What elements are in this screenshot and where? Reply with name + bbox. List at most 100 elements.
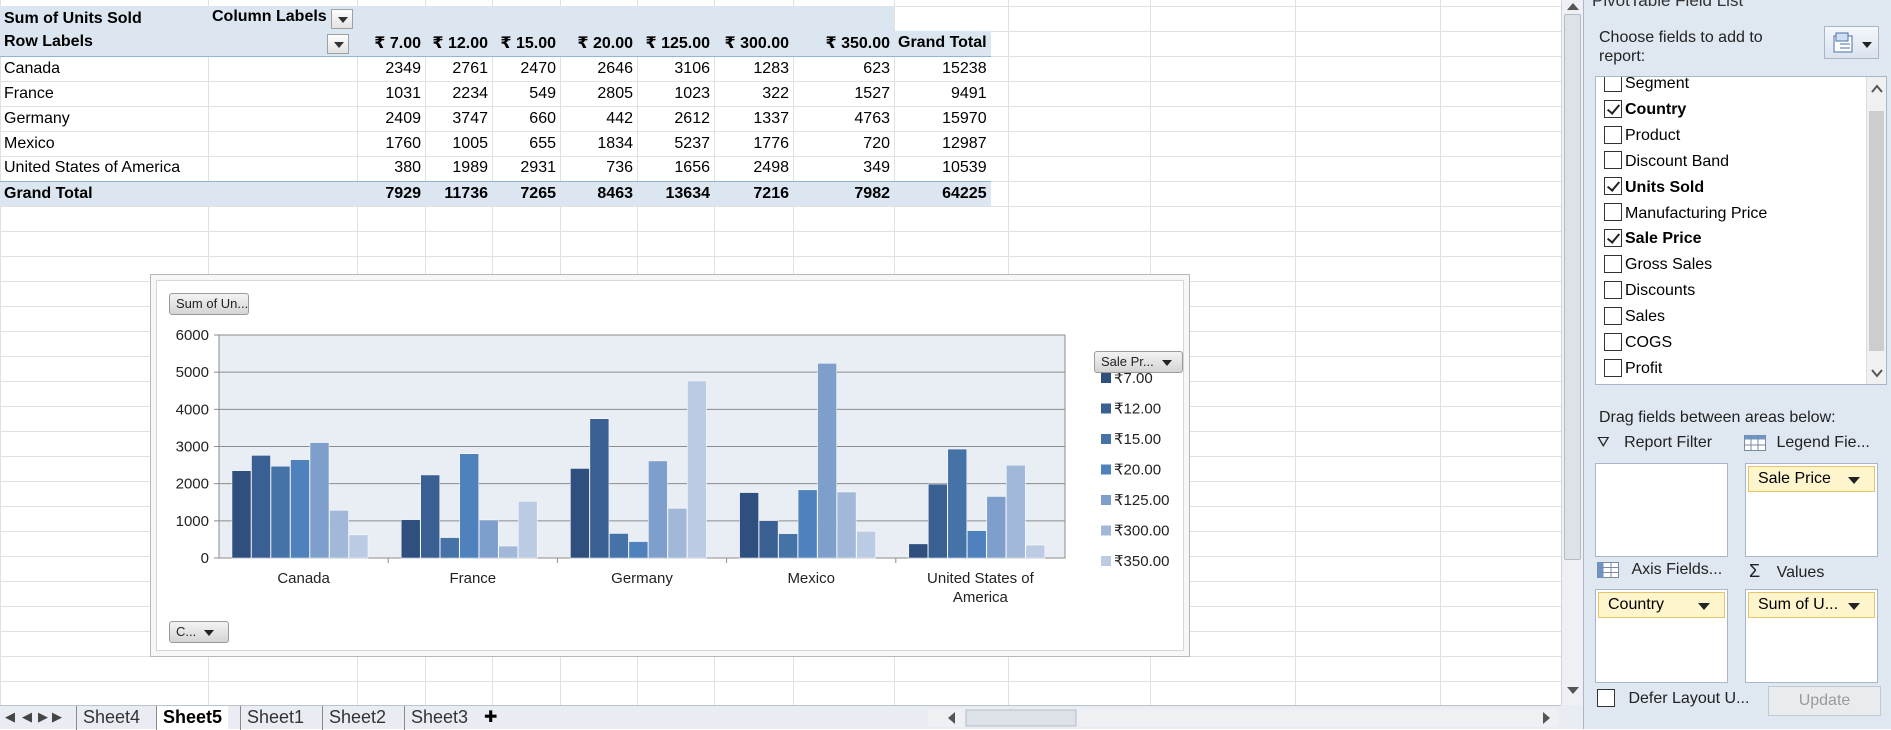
pivot-cell[interactable]: 322 [762,84,789,102]
grand-total-cell[interactable]: 13634 [637,180,714,206]
pivot-row-label[interactable]: United States of America [4,159,181,177]
pivot-cell[interactable]: 549 [529,84,556,102]
chart-legend-field-button[interactable]: Sale Pr... [1094,351,1183,373]
chevron-down-icon[interactable] [1848,603,1860,610]
field-checklist[interactable]: Segment Country Product Discount Band Units … [1595,76,1887,385]
pivot-cell[interactable]: 1989 [452,159,488,177]
pivot-cell[interactable]: 1776 [753,134,789,152]
field-list-scrollbar[interactable] [1866,77,1886,384]
pivot-row-label[interactable]: Mexico [4,134,55,152]
field-checkbox[interactable] [1604,358,1622,377]
field-checkbox[interactable] [1604,255,1622,274]
sheet-horizontal-scrollbar[interactable] [928,709,1558,727]
pivot-cell[interactable]: 1527 [854,84,890,102]
sheet-tab[interactable]: Sheet2 [322,706,392,730]
field-checkbox[interactable] [1604,151,1622,170]
chevron-down-icon[interactable] [1698,603,1710,610]
grand-total-cell[interactable]: 7929 [357,180,425,206]
pivot-cell[interactable]: 10539 [942,159,987,177]
update-button[interactable]: Update [1768,686,1881,716]
field-checkbox[interactable] [1604,177,1622,196]
pivot-cell[interactable]: 1760 [385,134,421,152]
field-item[interactable]: Profit [1604,357,1662,381]
report-filter-area[interactable] [1595,463,1728,557]
pivot-cell[interactable]: 4763 [854,109,890,127]
grand-total-cell[interactable]: 7982 [793,180,894,206]
field-item[interactable]: Sale Price [1604,227,1702,251]
field-checkbox[interactable] [1604,280,1622,299]
column-labels-filter-button[interactable] [331,9,353,29]
row-labels-header[interactable]: Row Labels [0,31,357,57]
pivot-cell[interactable]: 15238 [942,59,987,77]
pivot-cell[interactable]: 2612 [674,109,710,127]
sheet-tab[interactable]: Sheet1 [240,706,310,730]
pivot-cell[interactable]: 2349 [385,59,421,77]
grand-total-cell[interactable]: 7265 [492,180,560,206]
field-item[interactable]: Country [1604,98,1686,122]
axis-field-country[interactable]: Country [1598,592,1725,618]
insert-sheet-icon[interactable]: ✚ [484,709,498,726]
legend-field-sale-price[interactable]: Sale Price [1748,466,1875,492]
pivot-cell[interactable]: 720 [863,134,890,152]
pivot-column-header[interactable]: ₹ 7.00 [357,31,425,57]
field-item[interactable]: Manufacturing Price [1604,202,1767,226]
pivot-cell[interactable]: 736 [606,159,633,177]
pivot-cell[interactable]: 2805 [597,84,633,102]
axis-fields-area[interactable]: Country [1595,589,1728,683]
pivot-cell[interactable]: 1337 [753,109,789,127]
vertical-scroll-thumb[interactable] [1564,14,1581,560]
pivot-cell[interactable]: 15970 [942,109,987,127]
pivot-table[interactable]: Sum of Units Sold Column Labels Row Labe… [0,6,991,206]
grand-total-cell[interactable]: 8463 [560,180,637,206]
grand-total-cell[interactable]: 64225 [894,180,991,206]
pivot-corner-label[interactable]: Sum of Units Sold [0,6,208,31]
pivot-cell[interactable]: 623 [863,59,890,77]
pivot-cell[interactable]: 3747 [452,109,488,127]
sheet-tab[interactable]: Sheet5 [156,706,229,730]
pivot-column-header[interactable]: ₹ 12.00 [425,31,492,57]
pivot-cell[interactable]: 5237 [674,134,710,152]
pivot-cell[interactable]: 2761 [452,59,488,77]
pivot-row-label[interactable]: Canada [4,59,61,77]
pivot-cell[interactable]: 1023 [674,84,710,102]
grand-total-cell[interactable]: 7216 [714,180,793,206]
pivot-cell[interactable]: 2931 [520,159,556,177]
sheet-tab[interactable]: Sheet3 [404,706,474,730]
defer-layout-checkbox[interactable] [1597,689,1615,707]
pivot-cell[interactable]: 1656 [674,159,710,177]
first-sheet-icon[interactable]: ◀ [5,709,15,724]
field-checkbox[interactable] [1604,203,1622,222]
field-checkbox[interactable] [1604,125,1622,144]
values-field-sum-units[interactable]: Sum of U... [1748,592,1875,618]
values-area[interactable]: Sum of U... [1745,589,1878,683]
pivot-cell[interactable]: 655 [529,134,556,152]
pivot-row-label[interactable]: France [4,84,54,102]
last-sheet-icon[interactable]: ▶ [52,709,62,724]
legend-fields-area[interactable]: Sale Price [1745,463,1878,557]
row-labels-filter-button[interactable] [327,33,349,54]
pivot-cell[interactable]: 1031 [385,84,421,102]
pivot-cell[interactable]: 660 [529,109,556,127]
field-item[interactable]: Units Sold [1604,176,1704,200]
pivot-column-header[interactable]: ₹ 20.00 [560,31,637,57]
field-item[interactable]: Product [1604,124,1680,148]
field-item[interactable]: Discount Band [1604,150,1729,174]
field-item[interactable]: Sales [1604,305,1665,329]
pivot-column-header[interactable]: ₹ 300.00 [714,31,793,57]
pivot-cell[interactable]: 9491 [951,84,987,102]
pivot-column-header[interactable]: ₹ 15.00 [492,31,560,57]
chevron-down-icon[interactable] [1848,477,1860,484]
field-list-scroll-thumb[interactable] [1869,111,1884,351]
worksheet[interactable]: Sum of Units Sold Column Labels Row Labe… [0,0,1561,705]
pivot-cell[interactable]: 2646 [597,59,633,77]
field-item[interactable]: COGS [1604,331,1672,355]
pivot-cell[interactable]: 2498 [753,159,789,177]
grand-total-cell[interactable]: 11736 [425,180,492,206]
chart-area[interactable]: 0 1000 2000 3000 4000 5000 6000 Canada France Ger… [156,280,1184,651]
field-checkbox[interactable] [1604,229,1622,248]
field-item[interactable]: Discounts [1604,279,1695,303]
pivot-cell[interactable]: 2409 [385,109,421,127]
field-list-layout-button[interactable] [1824,26,1879,59]
sheet-vertical-scrollbar[interactable] [1561,0,1583,705]
field-item[interactable]: Segment [1604,77,1689,96]
